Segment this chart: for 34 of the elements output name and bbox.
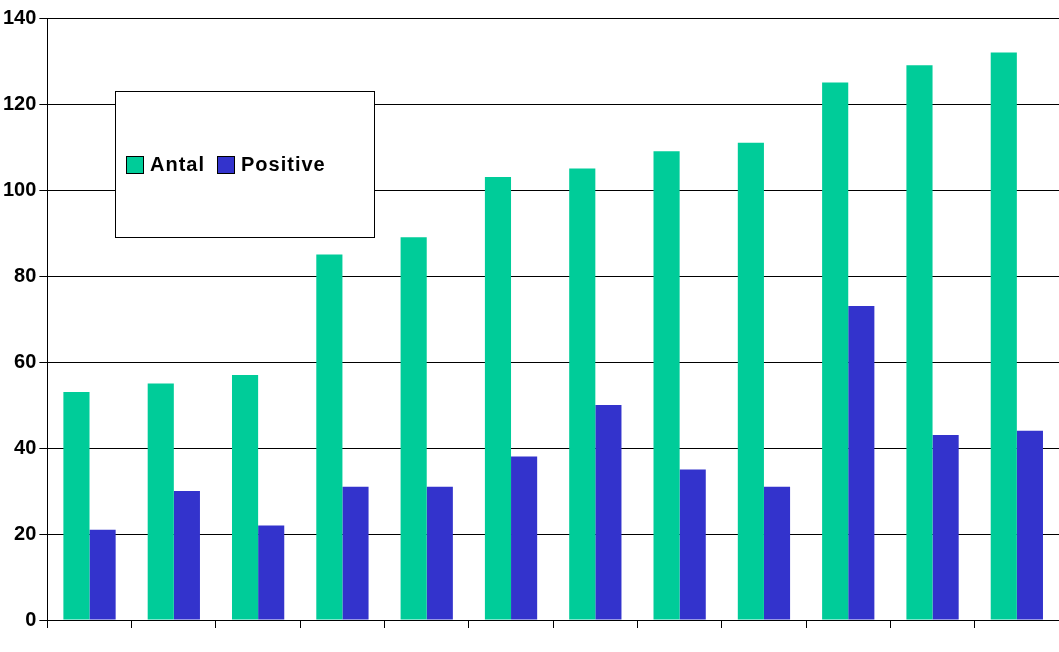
y-tick-label: 140 [2,5,37,28]
legend-label: Positive [241,153,326,176]
y-tick-label: 20 [14,521,37,544]
y-tick-label: 120 [2,91,37,114]
bar [316,254,343,620]
y-tick-label: 0 [25,607,37,630]
bar [990,52,1017,620]
bar [147,383,174,620]
bar [511,456,538,620]
bar [822,82,849,620]
legend-label: Antal [150,153,205,176]
bar [173,491,200,620]
bar [1016,430,1043,620]
y-tick-label: 100 [2,177,37,200]
bar [737,142,764,620]
bar [763,486,791,620]
bar [595,405,622,620]
bar [426,486,453,620]
y-tick-label: 60 [14,349,37,372]
bar [569,168,596,620]
bar [679,469,706,620]
bar [258,525,285,620]
bar [63,392,90,620]
bar [484,177,512,620]
y-tick-label: 80 [14,263,37,286]
bar [848,306,875,620]
bar [906,65,933,620]
bar [89,529,116,620]
bar [653,151,680,620]
bar [400,237,427,620]
bar [231,374,259,620]
bar [932,435,959,620]
y-tick-label: 40 [14,435,37,458]
bar [342,486,369,620]
